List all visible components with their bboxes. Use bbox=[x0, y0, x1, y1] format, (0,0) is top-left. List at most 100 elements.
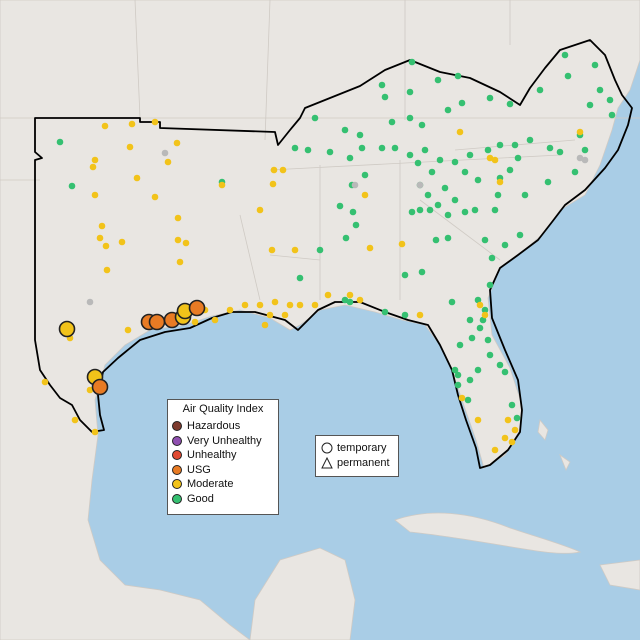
moderate-monitor-marker[interactable] bbox=[118, 238, 126, 246]
good-monitor-marker[interactable] bbox=[336, 202, 344, 210]
good-monitor-marker[interactable] bbox=[474, 366, 482, 374]
good-monitor-marker[interactable] bbox=[358, 144, 366, 152]
moderate-temporary-monitor-marker[interactable] bbox=[58, 320, 76, 338]
good-monitor-marker[interactable] bbox=[461, 208, 469, 216]
moderate-monitor-marker[interactable] bbox=[491, 156, 499, 164]
moderate-monitor-marker[interactable] bbox=[576, 128, 584, 136]
moderate-monitor-marker[interactable] bbox=[191, 318, 199, 326]
good-monitor-marker[interactable] bbox=[581, 146, 589, 154]
good-monitor-marker[interactable] bbox=[456, 341, 464, 349]
good-monitor-marker[interactable] bbox=[466, 376, 474, 384]
moderate-monitor-marker[interactable] bbox=[266, 311, 274, 319]
good-monitor-marker[interactable] bbox=[454, 371, 462, 379]
good-monitor-marker[interactable] bbox=[451, 366, 459, 374]
good-monitor-marker[interactable] bbox=[341, 126, 349, 134]
moderate-monitor-marker[interactable] bbox=[458, 394, 466, 402]
good-monitor-marker[interactable] bbox=[444, 234, 452, 242]
good-monitor-marker[interactable] bbox=[434, 76, 442, 84]
good-monitor-marker[interactable] bbox=[361, 171, 369, 179]
moderate-monitor-marker[interactable] bbox=[103, 266, 111, 274]
moderate-monitor-marker[interactable] bbox=[71, 416, 79, 424]
good-monitor-marker[interactable] bbox=[296, 274, 304, 282]
good-monitor-marker[interactable] bbox=[516, 231, 524, 239]
moderate-monitor-marker[interactable] bbox=[126, 143, 134, 151]
moderate-monitor-marker[interactable] bbox=[501, 434, 509, 442]
good-monitor-marker[interactable] bbox=[408, 208, 416, 216]
good-monitor-marker[interactable] bbox=[556, 148, 564, 156]
good-monitor-marker[interactable] bbox=[479, 316, 487, 324]
good-monitor-marker[interactable] bbox=[496, 141, 504, 149]
moderate-monitor-marker[interactable] bbox=[211, 316, 219, 324]
good-monitor-marker[interactable] bbox=[436, 156, 444, 164]
good-monitor-marker[interactable] bbox=[326, 148, 334, 156]
good-monitor-marker[interactable] bbox=[591, 61, 599, 69]
good-monitor-marker[interactable] bbox=[454, 381, 462, 389]
good-monitor-marker[interactable] bbox=[56, 138, 64, 146]
good-monitor-marker[interactable] bbox=[466, 151, 474, 159]
good-monitor-marker[interactable] bbox=[501, 241, 509, 249]
good-monitor-marker[interactable] bbox=[418, 121, 426, 129]
good-monitor-marker[interactable] bbox=[521, 191, 529, 199]
good-monitor-marker[interactable] bbox=[474, 296, 482, 304]
moderate-monitor-marker[interactable] bbox=[174, 214, 182, 222]
good-monitor-marker[interactable] bbox=[342, 234, 350, 242]
good-monitor-marker[interactable] bbox=[388, 118, 396, 126]
good-monitor-marker[interactable] bbox=[346, 154, 354, 162]
no-data-monitor-marker[interactable] bbox=[576, 154, 584, 162]
good-monitor-marker[interactable] bbox=[486, 281, 494, 289]
moderate-monitor-marker[interactable] bbox=[511, 426, 519, 434]
good-monitor-marker[interactable] bbox=[511, 141, 519, 149]
good-monitor-marker[interactable] bbox=[466, 316, 474, 324]
good-monitor-marker[interactable] bbox=[441, 184, 449, 192]
good-monitor-marker[interactable] bbox=[488, 254, 496, 262]
moderate-monitor-marker[interactable] bbox=[270, 166, 278, 174]
good-monitor-marker[interactable] bbox=[401, 271, 409, 279]
good-monitor-marker[interactable] bbox=[608, 111, 616, 119]
good-monitor-marker[interactable] bbox=[378, 144, 386, 152]
good-monitor-marker[interactable] bbox=[484, 146, 492, 154]
good-monitor-marker[interactable] bbox=[506, 100, 514, 108]
good-monitor-marker[interactable] bbox=[468, 334, 476, 342]
good-monitor-marker[interactable] bbox=[486, 94, 494, 102]
moderate-monitor-marker[interactable] bbox=[91, 428, 99, 436]
good-monitor-marker[interactable] bbox=[311, 114, 319, 122]
moderate-monitor-marker[interactable] bbox=[128, 120, 136, 128]
moderate-monitor-marker[interactable] bbox=[41, 378, 49, 386]
good-monitor-marker[interactable] bbox=[514, 154, 522, 162]
good-monitor-marker[interactable] bbox=[451, 158, 459, 166]
moderate-monitor-marker[interactable] bbox=[416, 311, 424, 319]
good-monitor-marker[interactable] bbox=[561, 51, 569, 59]
moderate-monitor-marker[interactable] bbox=[124, 326, 132, 334]
moderate-monitor-marker[interactable] bbox=[182, 239, 190, 247]
usg-temporary-monitor-marker[interactable] bbox=[188, 299, 206, 317]
good-monitor-marker[interactable] bbox=[486, 351, 494, 359]
no-data-monitor-marker[interactable] bbox=[581, 156, 589, 164]
moderate-monitor-marker[interactable] bbox=[151, 193, 159, 201]
moderate-monitor-marker[interactable] bbox=[474, 416, 482, 424]
good-monitor-marker[interactable] bbox=[391, 144, 399, 152]
good-monitor-marker[interactable] bbox=[406, 114, 414, 122]
good-monitor-marker[interactable] bbox=[481, 236, 489, 244]
good-monitor-marker[interactable] bbox=[484, 336, 492, 344]
good-monitor-marker[interactable] bbox=[471, 206, 479, 214]
moderate-monitor-marker[interactable] bbox=[133, 174, 141, 182]
good-monitor-marker[interactable] bbox=[421, 146, 429, 154]
good-monitor-marker[interactable] bbox=[474, 176, 482, 184]
moderate-monitor-marker[interactable] bbox=[173, 139, 181, 147]
moderate-monitor-marker[interactable] bbox=[356, 296, 364, 304]
usg-temporary-monitor-marker[interactable] bbox=[91, 378, 109, 396]
moderate-monitor-marker[interactable] bbox=[296, 301, 304, 309]
moderate-monitor-marker[interactable] bbox=[151, 118, 159, 126]
moderate-monitor-marker[interactable] bbox=[491, 446, 499, 454]
good-monitor-marker[interactable] bbox=[426, 206, 434, 214]
moderate-monitor-marker[interactable] bbox=[291, 246, 299, 254]
good-monitor-marker[interactable] bbox=[349, 208, 357, 216]
good-monitor-marker[interactable] bbox=[451, 196, 459, 204]
no-data-monitor-marker[interactable] bbox=[416, 181, 424, 189]
good-monitor-marker[interactable] bbox=[356, 131, 364, 139]
good-monitor-marker[interactable] bbox=[454, 72, 462, 80]
good-monitor-marker[interactable] bbox=[378, 81, 386, 89]
moderate-monitor-marker[interactable] bbox=[226, 306, 234, 314]
moderate-monitor-marker[interactable] bbox=[102, 242, 110, 250]
moderate-monitor-marker[interactable] bbox=[496, 178, 504, 186]
